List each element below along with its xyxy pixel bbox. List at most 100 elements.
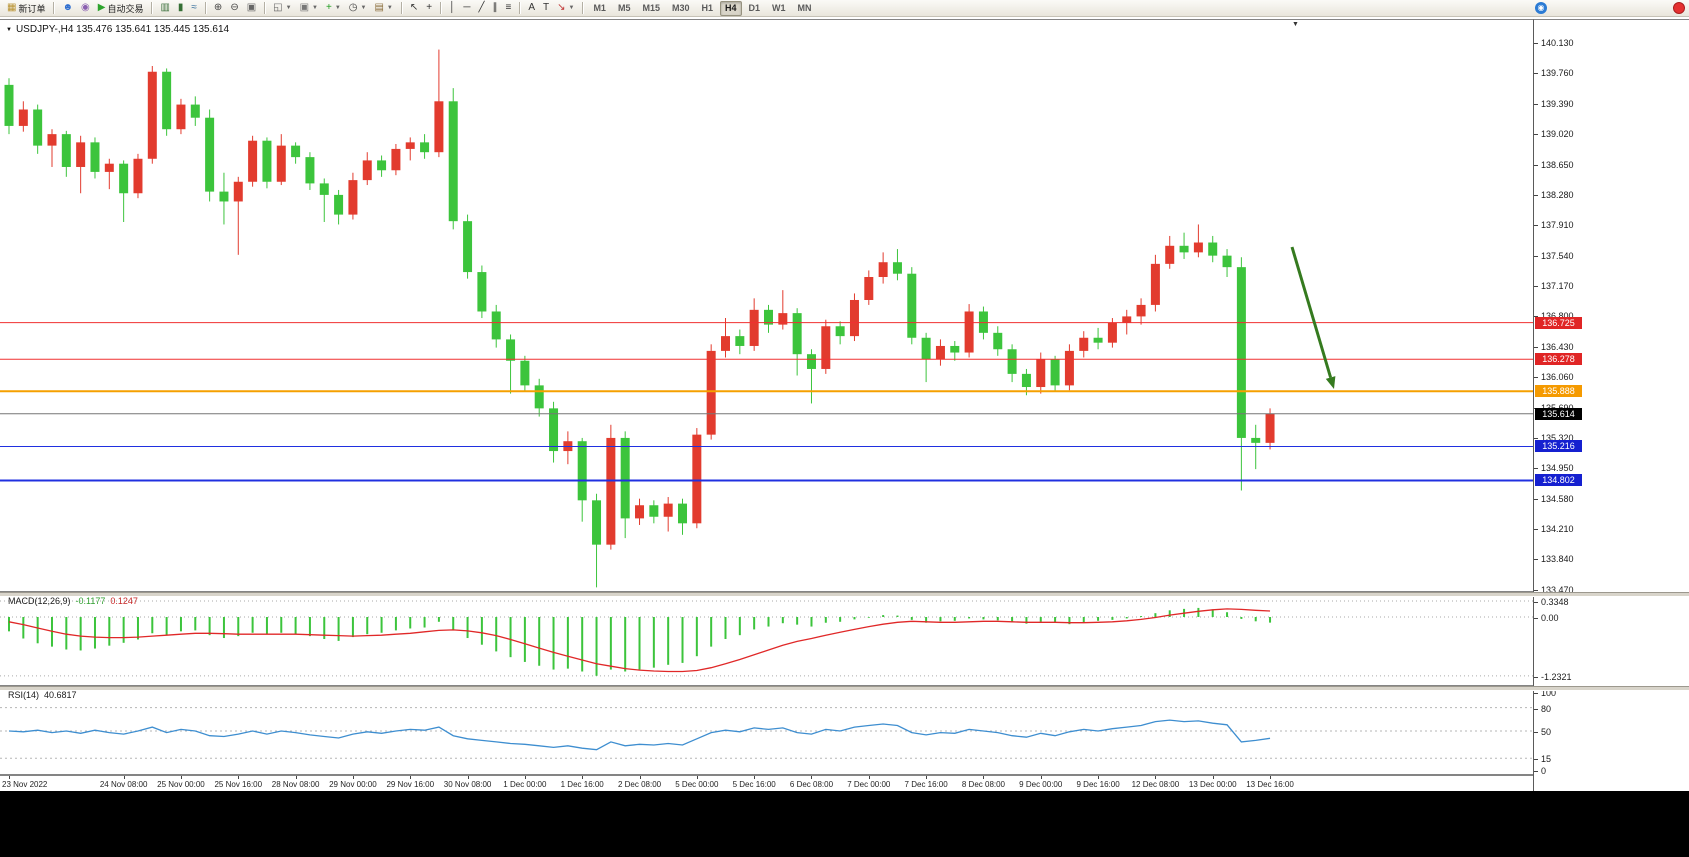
time-axis[interactable]: 23 Nov 2022 24 Nov 08:00 25 Nov 00:00 25 No… bbox=[0, 775, 1533, 791]
candle bbox=[950, 345, 960, 353]
macd-histogram-bar bbox=[767, 617, 770, 627]
macd-histogram-bar bbox=[294, 617, 297, 635]
timeframe-m5[interactable]: M5 bbox=[617, 3, 631, 13]
arrows-button[interactable]: ↘ ▼ bbox=[554, 0, 577, 17]
macd-histogram-bar bbox=[1111, 617, 1114, 620]
macd-signal-line bbox=[8, 608, 1271, 673]
toolbar-separator bbox=[519, 2, 521, 14]
candle bbox=[233, 181, 243, 202]
macd-histogram-bar bbox=[910, 617, 913, 620]
macd-histogram-bar bbox=[1254, 617, 1257, 622]
rsi-chart[interactable] bbox=[0, 689, 1533, 775]
crosshair-button[interactable]: + bbox=[423, 0, 435, 17]
horizontal-line-button[interactable]: ─ bbox=[460, 0, 473, 17]
timeframe-m30[interactable]: M30 bbox=[671, 3, 690, 13]
price-axis-label: 137.170 bbox=[1541, 281, 1574, 292]
timeframe-h1[interactable]: H1 bbox=[701, 3, 714, 13]
price-chart-panel[interactable]: ▼ USDJPY-,H4 135.476 135.641 135.445 135… bbox=[0, 19, 1533, 592]
price-axis-tick bbox=[1534, 164, 1538, 166]
candlestick-chart[interactable] bbox=[0, 20, 1533, 593]
candle bbox=[935, 345, 945, 360]
notification-dot[interactable] bbox=[1673, 2, 1685, 14]
rsi-axis-label: 50 bbox=[1541, 727, 1552, 737]
timeframe-d1[interactable]: D1 bbox=[748, 3, 761, 13]
macd-histogram-bar bbox=[1269, 617, 1272, 623]
scroll-end-marker-icon: ▼ bbox=[1292, 21, 1299, 28]
panel-splitter[interactable] bbox=[0, 686, 1689, 691]
timeframe-m15[interactable]: M15 bbox=[642, 3, 660, 13]
macd-histogram-bar bbox=[1211, 609, 1214, 617]
timeframe-mn[interactable]: MN bbox=[797, 3, 812, 13]
line-chart-button[interactable]: ≈ bbox=[188, 0, 200, 17]
macd-histogram-bar bbox=[781, 617, 784, 624]
macd-histogram-bar bbox=[1025, 617, 1028, 624]
trendline-button[interactable]: ╱ bbox=[475, 0, 487, 17]
candle bbox=[1021, 373, 1031, 388]
macd-histogram-bar bbox=[409, 617, 412, 629]
time-axis-label: 1 Dec 16:00 bbox=[560, 780, 604, 789]
zoom-out-icon: ⊖ bbox=[230, 2, 239, 13]
zoom-in-button[interactable]: ⊕ bbox=[211, 0, 225, 17]
macd-histogram-bar bbox=[1039, 617, 1042, 622]
macd-histogram-bar bbox=[65, 617, 68, 650]
templates-icon: ▤ bbox=[374, 2, 384, 13]
macd-histogram-bar bbox=[566, 617, 569, 669]
periods-button[interactable]: ◷ ▼ bbox=[346, 0, 370, 17]
macd-histogram-bar bbox=[839, 617, 842, 622]
community-icon[interactable]: ◉ bbox=[1535, 2, 1547, 14]
candle bbox=[620, 437, 630, 519]
candle bbox=[305, 157, 315, 184]
trend-arrow-annotation[interactable] bbox=[1290, 246, 1333, 378]
zoom-in-icon: ⊕ bbox=[213, 2, 223, 13]
autotrade-button[interactable]: ▶ 自动交易 bbox=[95, 0, 147, 17]
macd-panel[interactable]: MACD(12,26,9) -0.1177 0.1247 bbox=[0, 595, 1533, 686]
macd-histogram-bar bbox=[122, 617, 125, 643]
cascade-windows-icon: ▣ bbox=[299, 2, 310, 13]
channel-button[interactable]: ∥ bbox=[489, 0, 500, 17]
templates-button[interactable]: ▤ ▼ bbox=[371, 0, 395, 17]
indicators-button[interactable]: + ▼ bbox=[323, 0, 344, 17]
alerts-button[interactable]: ◉ bbox=[78, 0, 93, 17]
trendline-icon: ╱ bbox=[478, 2, 485, 13]
chevron-down-icon: ▼ bbox=[334, 5, 341, 11]
macd-histogram-bar bbox=[1125, 617, 1128, 619]
tile-windows-button[interactable]: ▣ bbox=[244, 0, 259, 17]
macd-chart[interactable] bbox=[0, 595, 1533, 686]
candle-chart-button[interactable]: ▮ bbox=[175, 0, 187, 17]
cascade-windows-button[interactable]: ▣ ▼ bbox=[297, 0, 321, 17]
cursor-button[interactable]: ↖ bbox=[407, 0, 421, 17]
bar-chart-button[interactable]: ▥ bbox=[157, 0, 172, 17]
chevron-down-icon: ▼ bbox=[568, 5, 575, 11]
macd-histogram-bar bbox=[1168, 610, 1171, 617]
arrange-windows-button[interactable]: ◱ ▼ bbox=[270, 0, 294, 17]
timeframe-w1[interactable]: W1 bbox=[772, 3, 786, 13]
text-label-button[interactable]: T bbox=[540, 0, 552, 17]
vertical-line-button[interactable]: │ bbox=[446, 0, 458, 17]
price-axis-tick bbox=[1534, 134, 1538, 136]
candle bbox=[448, 101, 458, 222]
fibonacci-button[interactable]: ≡ bbox=[502, 0, 514, 17]
timeframe-h4[interactable]: H4 bbox=[720, 0, 742, 16]
bar-chart-icon: ▥ bbox=[160, 2, 170, 13]
panel-splitter[interactable] bbox=[0, 592, 1689, 597]
new-order-button[interactable]: ▦ 新订单 bbox=[4, 0, 48, 17]
candle-chart-icon: ▮ bbox=[177, 2, 184, 13]
macd-value-main: -0.1177 bbox=[75, 596, 106, 606]
price-axis[interactable]: 140.130 139.760 139.390 139.020 138.650 138.2… bbox=[1533, 19, 1689, 791]
macd-axis-tick bbox=[1534, 676, 1538, 678]
rsi-panel[interactable]: RSI(14) 40.6817 bbox=[0, 689, 1533, 775]
candle bbox=[1150, 263, 1160, 305]
text-button[interactable]: A bbox=[525, 0, 538, 17]
macd-histogram-bar bbox=[337, 617, 340, 641]
macd-histogram-bar bbox=[1140, 616, 1143, 617]
profile-button[interactable]: ☻ bbox=[59, 0, 76, 17]
price-axis-label: 139.020 bbox=[1541, 129, 1574, 140]
arrange-windows-icon: ◱ bbox=[273, 2, 283, 13]
macd-histogram-bar bbox=[581, 617, 584, 672]
zoom-out-button[interactable]: ⊖ bbox=[227, 0, 241, 17]
candle bbox=[1107, 322, 1117, 343]
tile-windows-icon: ▣ bbox=[246, 2, 257, 13]
chevron-down-icon: ▼ bbox=[386, 5, 393, 11]
timeframe-m1[interactable]: M1 bbox=[593, 3, 606, 13]
price-axis-label: 138.650 bbox=[1541, 159, 1574, 170]
